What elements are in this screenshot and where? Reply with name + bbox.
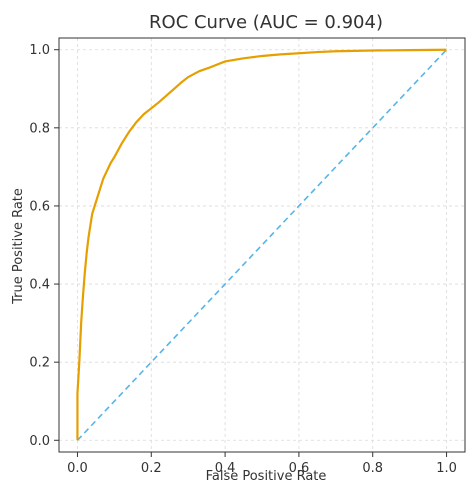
series-layer <box>76 48 448 441</box>
chart-title: ROC Curve (AUC = 0.904) <box>149 12 383 33</box>
x-axis-label: False Positive Rate <box>206 469 327 484</box>
x-tick-label: 0.6 <box>289 461 310 476</box>
plot-frame <box>58 37 466 453</box>
roc-curve-line <box>76 48 447 441</box>
x-tick-label: 0.2 <box>141 461 162 476</box>
x-tick-label: 1.0 <box>436 461 457 476</box>
y-axis-label: True Positive Rate <box>11 188 26 305</box>
axes: 0.0 0.2 0.4 0.6 0.8 1.0 0.0 0.2 0.4 0.6 0.8 1.0 <box>29 37 466 476</box>
y-tick-label: 0.6 <box>29 199 50 214</box>
y-tick-label: 0.0 <box>29 434 50 449</box>
x-tick-label: 0.4 <box>215 461 236 476</box>
x-tick-label: 0.8 <box>362 461 383 476</box>
y-tick-label: 0.4 <box>29 278 50 293</box>
diagonal-reference-line <box>76 49 448 441</box>
y-tick-label: 1.0 <box>29 43 50 58</box>
x-tick-label: 0.0 <box>67 461 88 476</box>
y-tick-label: 0.2 <box>29 356 50 371</box>
grid-lines <box>59 38 465 452</box>
y-tick-label: 0.8 <box>29 121 50 136</box>
